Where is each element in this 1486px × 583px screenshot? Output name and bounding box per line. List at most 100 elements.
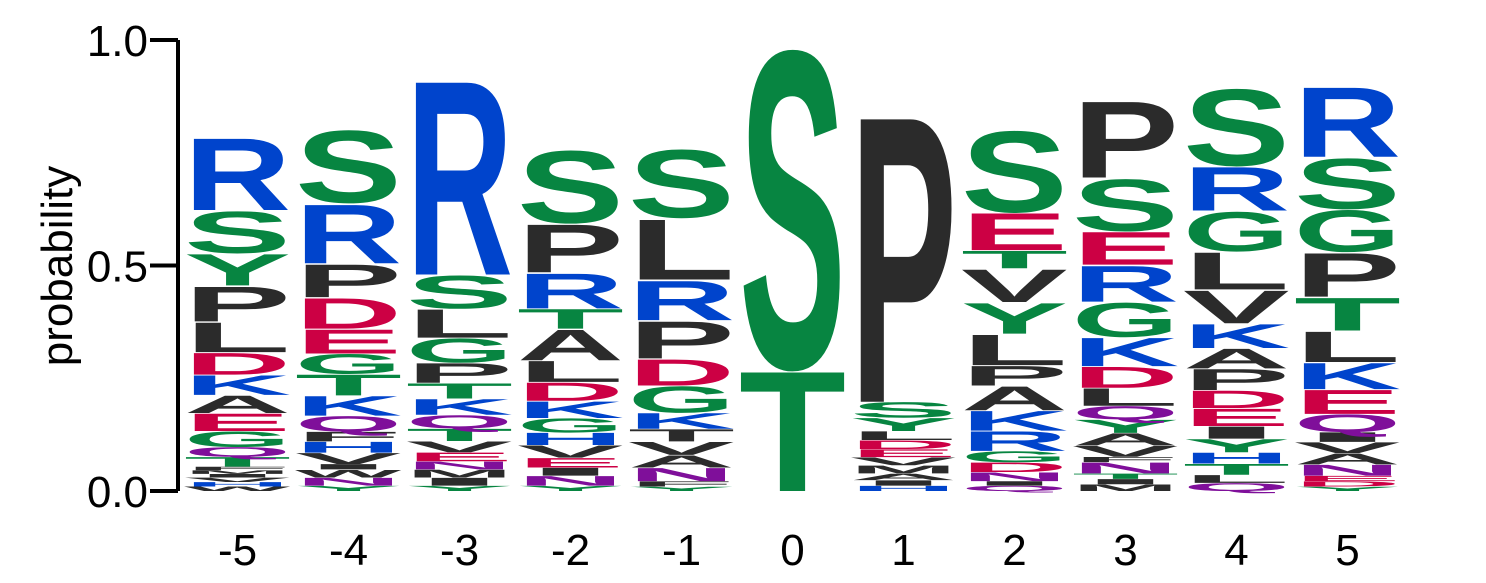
logo-letter: K: [517, 397, 624, 423]
logo-letter: G: [1072, 293, 1179, 347]
logo-letter: I: [517, 465, 624, 478]
letter-stacks: WHVIMFTQGEAKDLPYSRYNWIVHFQKTGEDPRSYIMNEV…: [184, 0, 1401, 528]
logo-letter: I: [850, 479, 957, 487]
logo-letter: D: [295, 289, 402, 338]
logo-letter: I: [184, 473, 291, 479]
logo-letter: Y: [295, 484, 402, 492]
logo-letter: K: [184, 369, 291, 401]
logo-letter: A: [517, 321, 624, 370]
logo-letter: D: [850, 438, 957, 452]
logo-letter: D: [961, 460, 1068, 475]
logo-letter: T: [1294, 288, 1401, 340]
logo-letter: F: [295, 429, 402, 444]
logo-letter: I: [1183, 423, 1290, 443]
logo-letter: P: [1072, 79, 1179, 201]
logo-letter: A: [1072, 430, 1179, 449]
logo-letter: A: [184, 390, 291, 418]
logo-letter: L: [850, 429, 957, 443]
logo-letter: R: [628, 269, 735, 332]
logo-letter: E: [1294, 383, 1401, 422]
logo-letter: T: [1072, 472, 1179, 480]
logo-letter: S: [517, 129, 624, 245]
logo-letter: I: [295, 463, 402, 471]
logo-letter: D: [1294, 480, 1401, 488]
logo-letter: V: [1183, 281, 1290, 334]
logo-letter: E: [295, 322, 402, 361]
logo-letter: W: [295, 467, 402, 480]
logo-letter: S: [406, 266, 513, 318]
logo-letter: Y: [850, 414, 957, 435]
x-tick-label: -5: [218, 526, 257, 575]
logo-letter: N: [517, 473, 624, 488]
logo-letter: H: [184, 481, 291, 488]
logo-letter: K: [1183, 317, 1290, 355]
logo-letter: L: [628, 202, 735, 298]
logo-letter: A: [1183, 343, 1290, 375]
logo-letter: I: [406, 475, 513, 488]
logo-letter: P: [850, 32, 957, 490]
logo-letter: F: [628, 480, 735, 488]
logo-letter: L: [1072, 383, 1179, 411]
logo-letter: D: [1072, 360, 1179, 394]
logo-letter: V: [628, 438, 735, 459]
x-tick-label: 1: [891, 526, 915, 575]
logo-letter: S: [295, 109, 402, 225]
logo-letter: G: [295, 348, 402, 380]
y-tick-label: 1.0: [87, 17, 148, 66]
x-tick-label: -4: [329, 526, 368, 575]
logo-letter: D: [1183, 385, 1290, 413]
logo-letter: F: [1072, 455, 1179, 463]
logo-letter: S: [961, 107, 1068, 237]
logo-letter: T: [961, 246, 1068, 274]
logo-letter: I: [1072, 477, 1179, 485]
logo-letter: T: [406, 425, 513, 445]
logo-letter: A: [628, 452, 735, 471]
x-tick-label: -2: [551, 526, 590, 575]
logo-letter: P: [295, 255, 402, 307]
x-tick-label: -1: [662, 526, 701, 575]
logo-letter: H: [850, 484, 957, 492]
logo-letter: E: [1294, 474, 1401, 482]
logo-letter: P: [184, 276, 291, 332]
logo-letter: T: [406, 379, 513, 403]
logo-letter: N: [961, 470, 1068, 484]
logo-letter: F: [184, 466, 291, 472]
logo-letter: W: [184, 485, 291, 492]
logo-letter: K: [961, 405, 1068, 437]
logo-letter: P: [1183, 363, 1290, 396]
logo-letter: P: [406, 358, 513, 389]
logo-letter: V: [1294, 439, 1401, 457]
logo-letter: G: [961, 448, 1068, 466]
logo-letter: D: [184, 346, 291, 381]
logo-letter: L: [1294, 323, 1401, 372]
logo-letter: Y: [517, 484, 624, 492]
logo-letter: V: [406, 438, 513, 456]
logo-letter: E: [961, 202, 1068, 261]
logo-letter: Y: [961, 294, 1068, 343]
logo-letter: S: [1072, 164, 1179, 246]
logo-letter: A: [850, 472, 957, 482]
logo-letter: Y: [184, 244, 291, 295]
logo-letter: L: [406, 301, 513, 346]
logo-letter: E: [1072, 222, 1179, 274]
logo-letter: H: [517, 429, 624, 448]
logo-letter: Q: [1183, 481, 1290, 494]
logo-letter: G: [517, 414, 624, 436]
logo-letter: P: [1294, 240, 1401, 310]
logo-letter: G: [628, 379, 735, 421]
logo-letter: R: [1183, 154, 1290, 224]
logo-letter: M: [406, 467, 513, 480]
logo-letter: T: [184, 454, 291, 469]
logo-letter: E: [184, 409, 291, 437]
logo-letter: T: [1183, 461, 1290, 479]
logo-letter: Y: [1294, 485, 1401, 492]
logo-letter: A: [1294, 450, 1401, 467]
logo-letter: Q: [1294, 409, 1401, 437]
logo-letter: L: [961, 326, 1068, 375]
logo-letter: V: [850, 455, 957, 468]
logo-letter: Y: [1072, 416, 1179, 437]
logo-letter: P: [517, 210, 624, 287]
logo-letter: V: [295, 450, 402, 468]
